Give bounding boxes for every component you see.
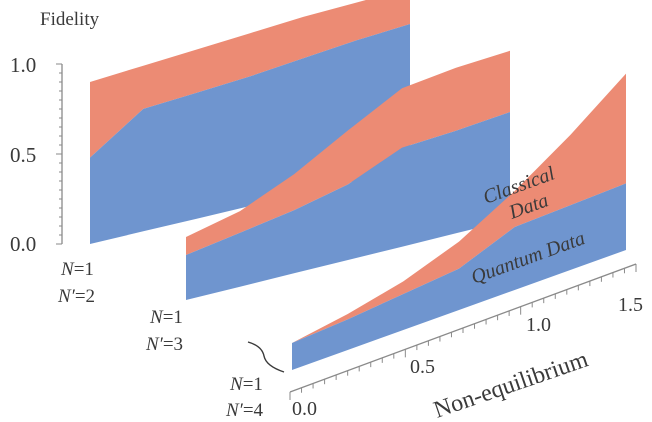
x-axis-title: Non-equilibrium — [430, 346, 591, 422]
panel-layer — [90, 0, 626, 370]
svg-text:N=1: N=1 — [229, 374, 263, 395]
svg-text:N′=2: N′=2 — [57, 286, 95, 307]
panel-label-2: N=1 N′=3 — [145, 307, 183, 355]
panel-2-quantum-area — [186, 112, 510, 300]
panel-1 — [90, 0, 410, 244]
svg-text:N′=3: N′=3 — [145, 334, 183, 355]
panel-1-classical-area — [90, 0, 410, 158]
svg-text:N=1: N=1 — [149, 307, 183, 328]
panel-2 — [186, 50, 510, 300]
x-tick-label-1-0: 1.0 — [526, 314, 551, 336]
panel-label-3-brace — [247, 341, 285, 373]
panel-3 — [292, 73, 626, 370]
svg-text:N′=4: N′=4 — [225, 400, 264, 421]
x-tick-marks — [289, 264, 637, 400]
x-tick-label-1-5: 1.5 — [618, 294, 643, 316]
y-tick-label-0-0: 0.0 — [10, 232, 36, 256]
x-tick-label-0-0: 0.0 — [292, 398, 317, 420]
panel-1-quantum-area — [90, 24, 410, 244]
x-tick-label-0-5: 0.5 — [410, 356, 435, 378]
panel-3-quantum-area — [292, 183, 626, 370]
y-tick-marks — [56, 63, 62, 245]
y-axis-title: Fidelity — [40, 9, 100, 30]
panel-label-1: N=1 N′=2 — [57, 259, 95, 307]
panel-2-classical-area — [186, 50, 510, 255]
panel-3-classical-area — [292, 73, 626, 343]
y-tick-label-1-0: 1.0 — [10, 53, 36, 77]
panel-label-3: N=1 N′=4 — [225, 374, 264, 421]
y-tick-label-0-5: 0.5 — [10, 143, 36, 167]
svg-text:N=1: N=1 — [60, 259, 94, 280]
